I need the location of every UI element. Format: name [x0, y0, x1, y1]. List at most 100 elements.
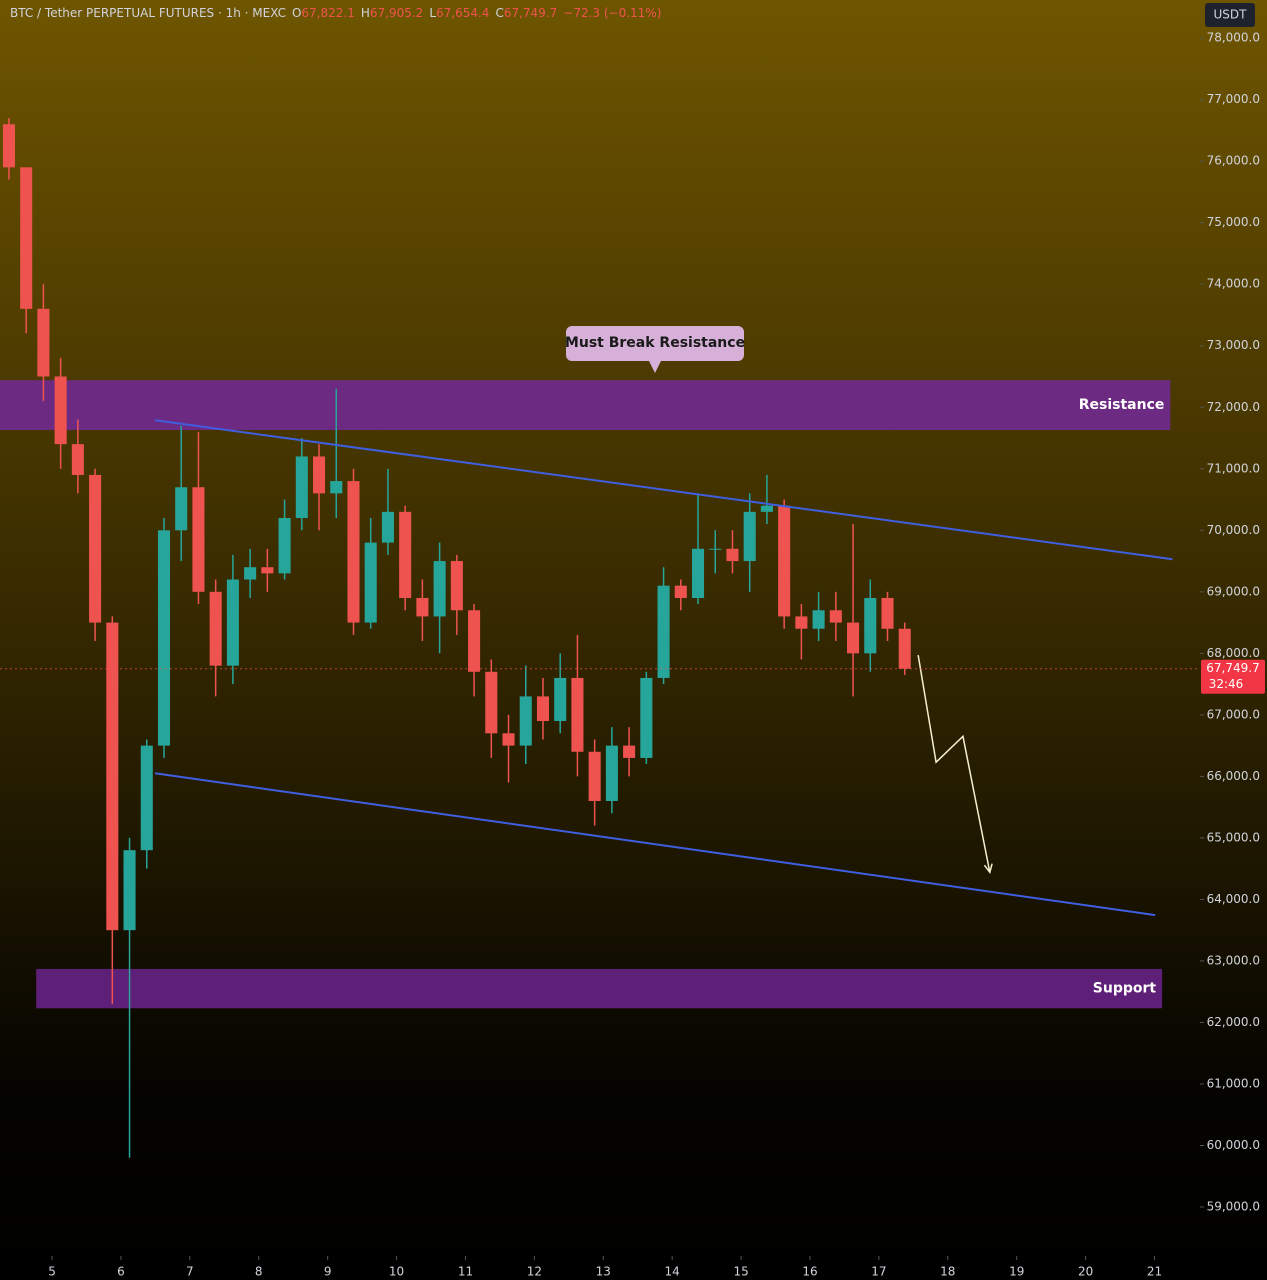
x-tick-label: 6: [117, 1265, 125, 1279]
y-tick-label: 76,000.0: [1207, 154, 1260, 168]
callout-text: Must Break Resistance: [565, 335, 745, 351]
trendline: [154, 772, 1156, 917]
header-ohlc-value: 67,822.1: [301, 6, 354, 20]
candle-body: [485, 671, 498, 734]
x-tick-label: 14: [665, 1265, 680, 1279]
y-tick-label: 59,000.0: [1207, 1200, 1260, 1214]
y-tick-label: 70,000.0: [1207, 523, 1260, 537]
candle-body: [640, 677, 653, 758]
candle-body: [278, 517, 291, 574]
x-tick-label: 12: [527, 1265, 542, 1279]
y-tick-label: 71,000.0: [1207, 461, 1260, 475]
header-symbol: BTC / Tether PERPETUAL FUTURES · 1h · ME…: [10, 6, 286, 20]
candle-body: [2, 124, 15, 168]
x-tick-label: 8: [255, 1265, 263, 1279]
y-tick-label: 78,000.0: [1207, 31, 1260, 45]
candle-body: [20, 167, 33, 309]
y-tick-label: 61,000.0: [1207, 1076, 1260, 1090]
candle-body: [330, 481, 343, 494]
candle-body: [657, 585, 670, 678]
candle-body: [450, 561, 463, 611]
candle-body: [468, 610, 481, 672]
candle-body: [399, 511, 412, 598]
x-tick-label: 5: [48, 1265, 56, 1279]
y-tick-label: 75,000.0: [1207, 215, 1260, 229]
x-tick-label: 16: [802, 1265, 817, 1279]
header-ohlc-key: L: [429, 6, 436, 20]
candle-body: [364, 542, 377, 623]
candle-body: [760, 505, 773, 512]
callout: Must Break Resistance: [565, 326, 745, 373]
x-tick-label: 13: [596, 1265, 611, 1279]
candle-body: [381, 511, 394, 543]
y-tick-label: 74,000.0: [1207, 277, 1260, 291]
candle-body: [605, 745, 618, 801]
candle-body: [433, 561, 446, 617]
candle-body: [416, 597, 429, 617]
zones: Resistance Support: [0, 380, 1171, 1009]
y-tick-label: 72,000.0: [1207, 400, 1260, 414]
candle-body: [778, 505, 791, 617]
x-tick-label: 9: [324, 1265, 332, 1279]
y-tick-label: 73,000.0: [1207, 338, 1260, 352]
candle-body: [313, 456, 326, 494]
header-ohlc-key: C: [495, 6, 503, 20]
candle-body: [847, 622, 860, 654]
candle-body: [209, 591, 222, 666]
currency: USDT: [1214, 8, 1248, 22]
candles: [2, 118, 911, 1158]
candle-body: [571, 677, 584, 752]
countdown: 32:46: [1209, 677, 1244, 691]
candle-body: [89, 474, 102, 623]
x-tick-label: 20: [1078, 1265, 1093, 1279]
candle-body: [175, 487, 188, 531]
candle-body: [37, 308, 50, 377]
candle-body: [795, 616, 808, 629]
header-change: −72.3 (−0.11%): [563, 6, 661, 20]
candle-body: [812, 610, 825, 629]
zone: [0, 380, 1171, 431]
candle-body: [691, 548, 705, 598]
header-ohlc-value: 67,749.7: [504, 6, 557, 20]
y-tick-label: 67,000.0: [1207, 707, 1260, 721]
candle-body: [536, 696, 550, 722]
candle-body: [709, 548, 722, 550]
candle-body: [726, 548, 739, 562]
x-tick-label: 7: [186, 1265, 194, 1279]
last-price-box: [1201, 659, 1265, 694]
x-tick-label: 11: [458, 1265, 473, 1279]
y-tick-label: 69,000.0: [1207, 584, 1260, 598]
candle-body: [898, 628, 911, 669]
projection-arrowhead: [983, 863, 993, 875]
y-tick-label: 60,000.0: [1207, 1138, 1260, 1152]
overlay: 67,749.7 32:46: [0, 419, 1265, 917]
candle-body: [295, 456, 308, 518]
candle-body: [519, 696, 532, 746]
candle-body: [261, 567, 274, 574]
last-price-label: 67,749.7: [1206, 661, 1259, 675]
candle-body: [743, 511, 756, 562]
y-tick-label: 68,000.0: [1207, 646, 1260, 660]
zone-label: Support: [1093, 981, 1157, 997]
candle-body: [674, 585, 687, 598]
header-ohlc-value: 67,905.2: [370, 6, 423, 20]
zone-label: Resistance: [1079, 397, 1165, 413]
candle-body: [588, 751, 601, 801]
candle-body: [71, 444, 84, 475]
candle-body: [554, 677, 567, 722]
y-tick-label: 64,000.0: [1207, 892, 1260, 906]
x-tick-label: 15: [733, 1265, 748, 1279]
x-tick-label: 17: [871, 1265, 886, 1279]
candle-body: [106, 622, 119, 931]
header-ohlc-key: O: [292, 6, 301, 20]
header: BTC / Tether PERPETUAL FUTURES · 1h · ME…: [10, 6, 661, 20]
candle-body: [157, 530, 171, 746]
header-ohlc-key: H: [361, 6, 370, 20]
header-ohlc-value: 67,654.4: [436, 6, 489, 20]
y-tick-label: 77,000.0: [1207, 92, 1260, 106]
candle-body: [226, 579, 239, 666]
y-tick-label: 63,000.0: [1207, 953, 1260, 967]
y-tick-label: 65,000.0: [1207, 830, 1260, 844]
